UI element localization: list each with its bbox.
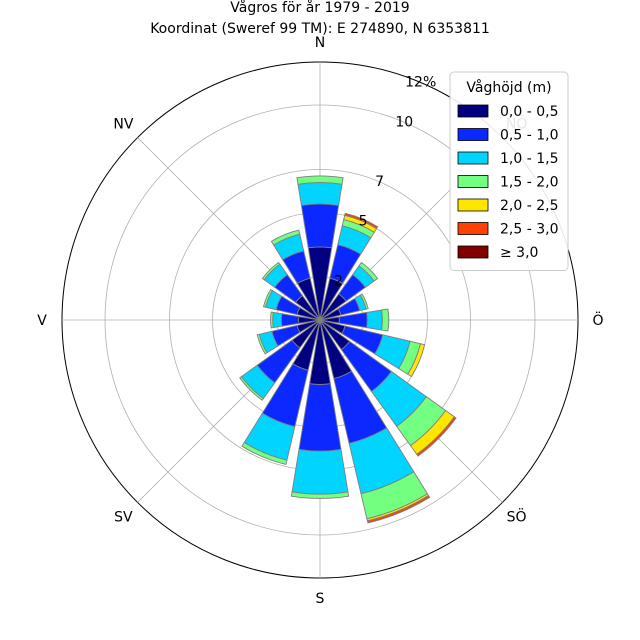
bar-segment: [359, 293, 369, 310]
legend-entry: 2,5 - 3,0: [500, 222, 558, 238]
legend-swatch: [457, 128, 489, 141]
compass-label: SV: [114, 510, 133, 526]
compass-label: NV: [113, 116, 133, 132]
compass-label: N: [315, 35, 325, 51]
radial-tick-label: 5: [359, 214, 368, 230]
legend-swatch: [457, 222, 489, 235]
bar-segment: [239, 375, 265, 401]
radial-tick-label: 7: [375, 174, 384, 190]
legend-swatch: [457, 151, 489, 165]
bar-segment: [270, 229, 301, 246]
legend-swatch: [457, 175, 489, 188]
legend-swatch: [457, 104, 489, 118]
bar-segment: [344, 212, 379, 230]
compass-label: V: [37, 313, 47, 329]
bar-segment: [256, 333, 268, 355]
radial-tick-label: 12%: [405, 75, 436, 91]
radial-tick-labels: 2 5 7 10 12%: [334, 75, 436, 290]
compass-label: Ö: [592, 311, 603, 329]
legend-entry: 1,0 - 1,5: [500, 151, 558, 167]
legend-swatch: [457, 245, 489, 259]
radial-tick-label: 10: [395, 114, 413, 130]
bar-segment: [381, 308, 390, 332]
bar-segment: [291, 448, 349, 495]
compass-label: S: [316, 591, 325, 607]
bar-segment: [297, 182, 343, 206]
chart-subtitle: Koordinat (Sweref 99 TM): E 274890, N 63…: [150, 21, 490, 37]
bar-segment: [262, 288, 274, 308]
radial-tick-label: 2: [334, 273, 343, 289]
bar-segment: [270, 311, 274, 329]
bar-segment: [280, 313, 300, 327]
bar-segment: [407, 343, 426, 378]
legend-entry: 2,0 - 2,5: [500, 198, 558, 214]
bar-segment: [241, 441, 288, 465]
bar-segment: [261, 261, 281, 281]
legend-swatch: [457, 198, 489, 212]
bar-segment: [290, 491, 350, 499]
chart-title: Vågros för år 1979 - 2019: [230, 0, 409, 16]
bar-segment: [300, 203, 340, 249]
rose-bars: [239, 175, 457, 524]
legend-entry: 0,5 - 1,0: [500, 128, 558, 144]
compass-label: SÖ: [507, 508, 527, 526]
bar-segment: [296, 175, 344, 185]
legend-box: [449, 71, 569, 271]
legend-entry: 0,0 - 0,5: [500, 104, 558, 120]
bar-segment: [366, 309, 383, 331]
bar-segment: [416, 416, 457, 457]
bar-segment: [272, 311, 283, 329]
legend-entry: ≥ 3,0: [500, 245, 538, 261]
bar-segment: [298, 383, 342, 452]
legend: Våghöjd (m) 0,0 - 0,5 0,5 - 1,0 1,0 - 1,5 1,…: [449, 71, 569, 271]
bar-segment: [358, 261, 379, 282]
legend-entry: 1,5 - 2,0: [500, 175, 558, 191]
legend-title: Våghöjd (m): [466, 79, 551, 96]
bar-segment: [366, 494, 431, 524]
